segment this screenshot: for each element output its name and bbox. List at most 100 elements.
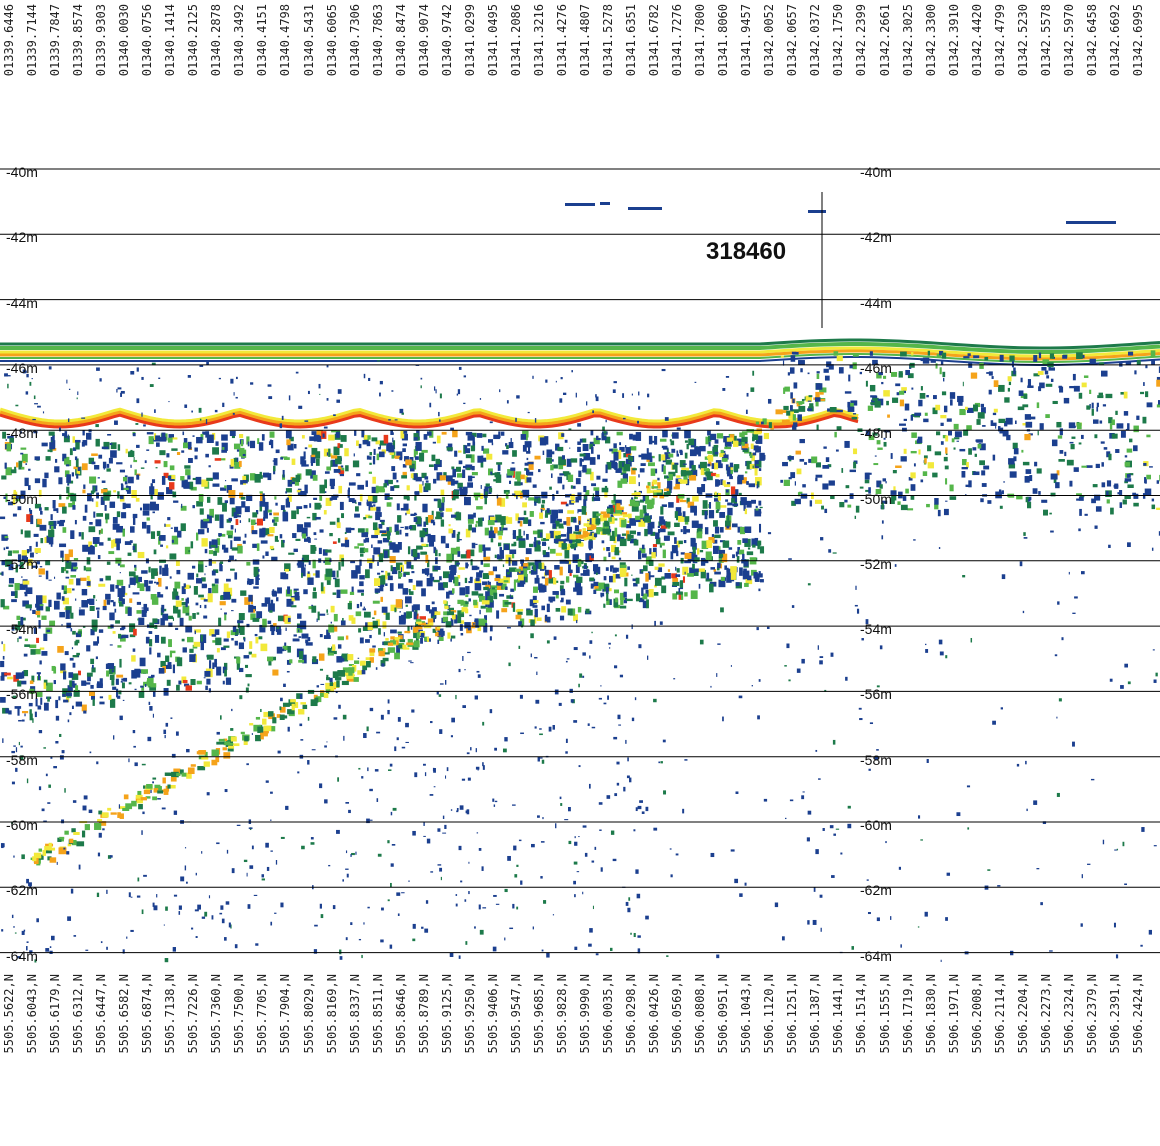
echo-return [392, 437, 394, 442]
echo-return [733, 440, 739, 447]
echo-return [239, 695, 243, 700]
echo-return [22, 617, 26, 621]
echo-return [106, 599, 111, 605]
echo-return [998, 418, 1006, 424]
echo-return [450, 735, 453, 738]
echo-return [326, 364, 329, 368]
echo-return [216, 842, 220, 845]
echo-return [117, 645, 122, 648]
echo-return [98, 810, 103, 815]
echo-return [708, 435, 712, 442]
echo-return [730, 849, 735, 852]
echo-return [614, 527, 618, 537]
echo-return [28, 702, 33, 707]
echo-return [742, 538, 748, 543]
echo-return [649, 548, 652, 555]
echo-return [688, 438, 695, 446]
top-coordinate-label: 01341.8060 [716, 4, 731, 77]
echo-return [913, 463, 916, 467]
echo-return [152, 902, 155, 907]
echo-return [267, 473, 272, 481]
echo-return [613, 451, 619, 461]
echo-return [98, 454, 103, 459]
echo-return [684, 759, 688, 761]
echo-return [84, 504, 88, 513]
echo-return [164, 772, 172, 776]
echo-return [154, 634, 160, 643]
echo-return [456, 810, 459, 813]
echo-return [421, 568, 429, 574]
echo-return [605, 567, 609, 571]
echo-return [922, 471, 928, 476]
echo-return [752, 433, 759, 441]
echo-return [381, 449, 386, 454]
echo-return [206, 678, 211, 685]
echo-return [168, 639, 172, 648]
echo-return [216, 538, 221, 546]
echo-return [306, 516, 311, 519]
echo-return [628, 207, 662, 210]
echo-return [770, 425, 774, 430]
echo-return [150, 531, 156, 539]
echo-return [358, 767, 361, 770]
echo-return [739, 893, 743, 897]
echo-return [337, 777, 340, 782]
echo-return [665, 521, 671, 528]
echo-return [559, 585, 564, 592]
echo-return [567, 474, 574, 482]
echo-return [524, 467, 528, 471]
echo-return [703, 544, 707, 549]
echo-return [633, 501, 639, 507]
echo-return [159, 450, 166, 456]
echo-return [461, 607, 468, 612]
echo-return [342, 617, 344, 621]
echo-return [524, 475, 528, 484]
echo-return [11, 781, 15, 785]
echo-return [591, 446, 594, 454]
echo-return [139, 583, 145, 592]
echo-return [434, 615, 437, 619]
echo-return [1046, 375, 1050, 379]
echo-return [396, 892, 401, 896]
echo-return [483, 556, 491, 562]
echo-return [495, 514, 502, 523]
echo-return [732, 554, 735, 559]
echo-return [72, 501, 75, 507]
echo-return [61, 750, 65, 754]
echo-return [165, 906, 168, 911]
echo-return [67, 434, 69, 439]
echo-return [532, 484, 537, 488]
echo-return [300, 702, 306, 705]
echo-return [127, 552, 132, 556]
echo-return [558, 432, 564, 440]
echo-return [533, 498, 538, 503]
echo-return [381, 606, 388, 613]
echo-return [684, 470, 691, 476]
echo-return [171, 448, 178, 451]
echo-return [151, 479, 156, 484]
echo-return [317, 435, 322, 442]
echo-return [668, 502, 674, 508]
echo-return [335, 432, 340, 438]
echo-return [706, 540, 713, 549]
echo-return [551, 464, 558, 469]
echo-return [667, 489, 671, 496]
echo-return [38, 848, 42, 852]
echo-return [194, 909, 199, 912]
echo-return [76, 841, 85, 847]
echo-return [138, 691, 145, 698]
echo-return [943, 405, 948, 413]
echo-return [623, 786, 626, 792]
echo-return [21, 576, 23, 578]
echo-return [190, 541, 194, 549]
echo-return [1140, 944, 1143, 947]
echo-return [259, 492, 263, 502]
echo-return [493, 894, 497, 897]
echo-return [750, 387, 755, 392]
bottom-coordinate-label: 5505.9828,N [554, 974, 569, 1054]
echo-return [795, 450, 802, 455]
echo-return [538, 562, 542, 570]
echo-return [61, 624, 63, 626]
echo-return [94, 465, 100, 470]
echo-return [526, 609, 533, 616]
